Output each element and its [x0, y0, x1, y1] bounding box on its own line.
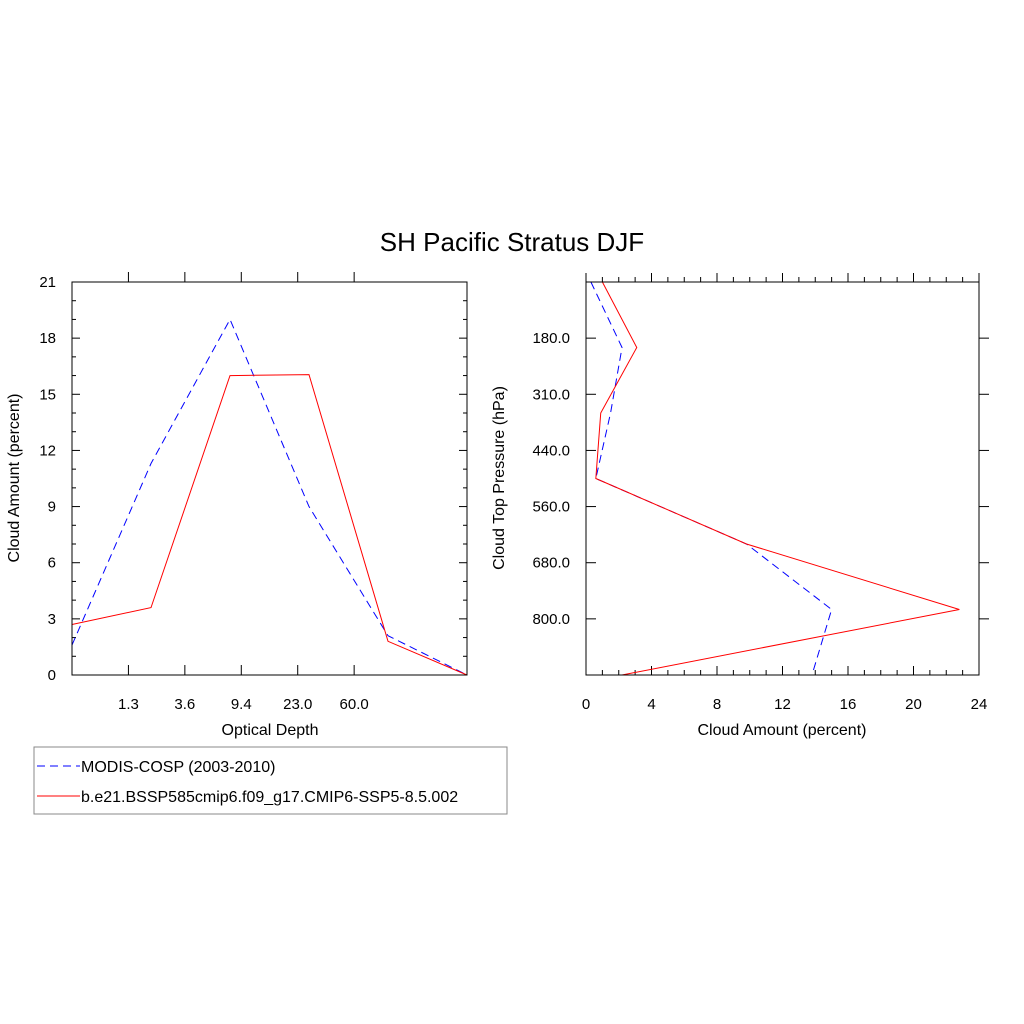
right-y-tick-label: 310.0 — [532, 386, 570, 403]
right-series — [590, 281, 960, 676]
right-y-tick-label: 180.0 — [532, 330, 570, 347]
left-xlabel: Optical Depth — [222, 722, 319, 739]
right-axes: 0 4 8 12 16 20 24 180.0 310.0 440.0 560.0 680.0 800.… — [532, 273, 989, 713]
left-ylabel: Cloud Amount (percent) — [6, 394, 23, 563]
legend-label-obs: MODIS-COSP (2003-2010) — [81, 759, 275, 776]
right-x-tick-label: 4 — [647, 696, 655, 713]
left-x-tick-label: 60.0 — [340, 696, 369, 713]
right-xlabel: Cloud Amount (percent) — [698, 722, 867, 739]
right-x-tick-label: 12 — [774, 696, 791, 713]
right-series-obs-line — [590, 281, 833, 676]
left-y-tick-label: 3 — [48, 611, 56, 628]
right-plot-frame — [585, 281, 980, 676]
right-y-tick-label: 440.0 — [532, 442, 570, 459]
left-y-tick-label: 21 — [39, 274, 56, 291]
left-x-tick-label: 1.3 — [118, 696, 139, 713]
left-y-tick-label: 18 — [39, 330, 56, 347]
left-axes: 0 3 6 9 12 15 18 21 1.3 3.6 9.4 23.0 60.0 — [39, 272, 467, 713]
left-series-obs-line — [71, 318, 468, 676]
right-panel: 0 4 8 12 16 20 24 180.0 310.0 440.0 560.0 680.0 800.… — [491, 273, 989, 739]
left-plot-frame — [71, 281, 468, 676]
right-y-tick-label: 560.0 — [532, 499, 570, 516]
left-x-tick-label: 3.6 — [174, 696, 195, 713]
left-y-tick-label: 6 — [48, 555, 56, 572]
legend-label-model: b.e21.BSSP585cmip6.f09_g17.CMIP6-SSP5-8.… — [81, 789, 458, 806]
left-y-tick-label: 9 — [48, 499, 56, 516]
right-x-tick-label: 0 — [582, 696, 590, 713]
left-series-model-line — [71, 374, 468, 676]
right-x-tick-label: 24 — [971, 696, 988, 713]
legend: MODIS-COSP (2003-2010) b.e21.BSSP585cmip… — [33, 746, 508, 815]
legend-box — [33, 746, 508, 815]
right-x-tick-label: 16 — [840, 696, 857, 713]
right-x-tick-label: 20 — [905, 696, 922, 713]
right-y-tick-label: 680.0 — [532, 555, 570, 572]
chart-title: SH Pacific Stratus DJF — [380, 227, 644, 257]
left-y-tick-label: 15 — [39, 386, 56, 403]
left-series — [71, 318, 468, 676]
left-x-tick-label: 23.0 — [283, 696, 312, 713]
right-x-tick-label: 8 — [713, 696, 721, 713]
left-y-tick-label: 12 — [39, 442, 56, 459]
left-x-tick-label: 9.4 — [231, 696, 252, 713]
right-y-tick-label: 800.0 — [532, 611, 570, 628]
left-y-tick-label: 0 — [48, 667, 56, 684]
right-ylabel: Cloud Top Pressure (hPa) — [491, 386, 508, 570]
left-panel: 0 3 6 9 12 15 18 21 1.3 3.6 9.4 23.0 60.0 Optical De… — [6, 272, 468, 739]
right-series-model-line — [595, 281, 960, 676]
